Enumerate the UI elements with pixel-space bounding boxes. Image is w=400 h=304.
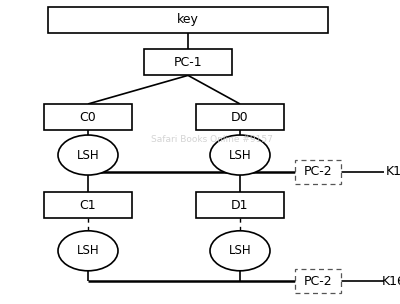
Text: K16: K16 xyxy=(382,275,400,288)
Bar xyxy=(48,7,328,33)
Text: D0: D0 xyxy=(231,111,249,123)
Ellipse shape xyxy=(58,135,118,175)
Bar xyxy=(196,104,284,130)
Text: LSH: LSH xyxy=(229,149,251,161)
Text: Safari Books Online #9157: Safari Books Online #9157 xyxy=(151,135,273,144)
Bar xyxy=(295,160,341,184)
Text: C0: C0 xyxy=(80,111,96,123)
Bar xyxy=(44,104,132,130)
Bar xyxy=(295,269,341,293)
Text: D1: D1 xyxy=(231,199,249,212)
Text: K1: K1 xyxy=(386,165,400,178)
Text: PC-1: PC-1 xyxy=(174,56,202,69)
Bar xyxy=(144,49,232,75)
Ellipse shape xyxy=(210,135,270,175)
Ellipse shape xyxy=(58,231,118,271)
Text: C1: C1 xyxy=(80,199,96,212)
Ellipse shape xyxy=(210,231,270,271)
Text: key: key xyxy=(177,13,199,26)
Bar xyxy=(44,192,132,218)
Bar xyxy=(196,192,284,218)
Text: PC-2: PC-2 xyxy=(304,275,332,288)
Text: PC-2: PC-2 xyxy=(304,165,332,178)
Text: LSH: LSH xyxy=(229,244,251,257)
Text: LSH: LSH xyxy=(77,149,99,161)
Text: LSH: LSH xyxy=(77,244,99,257)
